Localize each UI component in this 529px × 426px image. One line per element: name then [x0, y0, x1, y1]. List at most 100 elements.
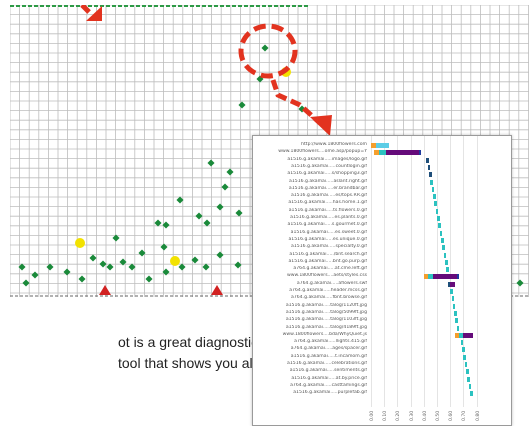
- waterfall-tick-label: 0.60: [449, 410, 455, 421]
- waterfall-bar-segment: [427, 274, 434, 280]
- caption-text: ot is a great diagnostic tool that shows…: [118, 332, 258, 374]
- waterfall-row: a764.g.akamai.....at.cme.left.gif: [253, 266, 509, 273]
- waterfall-bar-segment: [418, 150, 421, 156]
- waterfall-url-label: a1516.g.akamai.....talog/1120ft.jpg: [285, 302, 367, 308]
- waterfall-url-label: a1516.g.akamai.....countlogin.gif: [291, 163, 367, 169]
- green-marker: [99, 260, 107, 268]
- waterfall-url-label: a764.g.akamai.....header.mcss.gif: [289, 288, 367, 293]
- waterfall-url-label: http://www.1800flowers.com: [301, 142, 367, 147]
- waterfall-bar-segment: [433, 274, 457, 280]
- waterfall-url-label: a1516.g.akamai.....specialty.0.gif: [291, 244, 367, 250]
- caption-line-1: ot is a great diagnostic: [118, 334, 259, 350]
- waterfall-url-label: a1516.g.akamai.....celebrations.gif: [287, 361, 367, 366]
- waterfall-bar-segment: [373, 150, 379, 156]
- caption-line-2: tool that shows you all: [118, 355, 256, 371]
- green-marker: [106, 263, 114, 271]
- waterfall-gridline: [397, 136, 399, 407]
- waterfall-gridline: [410, 136, 412, 407]
- waterfall-bar-segment: [429, 172, 432, 178]
- waterfall-bar-segment: [431, 186, 435, 192]
- waterfall-row: www.1800flowers....ome.asp/popup=Y: [253, 149, 509, 156]
- waterfall-url-label: a764.g.akamai.....fbnt.browse.gif: [291, 295, 367, 301]
- waterfall-bar-segment: [435, 208, 439, 214]
- waterfall-url-label: a1516.g.akamai.....bnt.go.purp.gif: [288, 258, 367, 264]
- red-warning-marker: [99, 285, 111, 295]
- waterfall-bar-segment: [376, 143, 390, 148]
- waterfall-gridline: [437, 136, 438, 407]
- waterfall-row: a1516.g.akamai...../bnt.search.gif: [253, 252, 509, 258]
- waterfall-row: a764.g.akamai.....aflowers.swf: [253, 281, 509, 287]
- waterfall-bar-segment: [467, 376, 470, 382]
- green-marker: [18, 263, 26, 271]
- waterfall-bar-segment: [452, 303, 456, 309]
- waterfall-bar-segment: [440, 237, 444, 243]
- waterfall-bar-segment: [450, 289, 453, 294]
- waterfall-url-label: www.1800flowers....aets/styles.css: [287, 273, 367, 279]
- green-marker: [221, 183, 229, 191]
- waterfall-url-label: a1516.g.akamai.....es.plants.0.gif: [290, 215, 367, 220]
- waterfall-row: a1516.g.akamai.....ts.flowers.0.gif: [253, 208, 509, 214]
- waterfall-row: a1516.g.akamai.....es.sweet.0.gif: [253, 230, 509, 236]
- waterfall-url-label: a1516.g.akamai.....es/tops.RR.gif: [290, 193, 367, 199]
- green-marker: [162, 221, 170, 229]
- waterfall-url-label: a1516.g.akamai.....has.home.1.gif: [288, 200, 367, 206]
- green-marker: [234, 261, 242, 269]
- green-marker: [162, 268, 170, 276]
- waterfall-bar-segment: [455, 318, 459, 324]
- green-marker: [216, 203, 224, 211]
- green-marker: [238, 101, 246, 109]
- waterfall-bar-segment: [447, 281, 451, 287]
- green-marker: [226, 168, 234, 176]
- waterfall-bar-segment: [378, 150, 386, 156]
- waterfall-bar-segment: [371, 143, 377, 148]
- waterfall-row: a764.g.akamai.....casttamings.gif: [253, 383, 509, 389]
- waterfall-url-label: www.1800flowers....ome.asp/popup=Y: [278, 149, 367, 155]
- green-marker: [31, 271, 39, 279]
- waterfall-bar-segment: [466, 369, 469, 375]
- waterfall-gridline: [384, 136, 386, 407]
- annotation-arrow-topleft-head: [86, 6, 102, 21]
- waterfall-row: a1516.g.akamai.....celebrations.gif: [253, 361, 509, 367]
- waterfall-bar-segment: [454, 310, 457, 316]
- waterfall-row: a1516.g.akamai.....er.brandbar.gif: [253, 186, 509, 192]
- waterfall-row: a1516.g.akamai.....talog/1120ft.jpg: [253, 303, 509, 309]
- waterfall-row: a1516.g.akamai.....countlogin.gif: [253, 164, 509, 170]
- waterfall-bar-segment: [439, 230, 443, 236]
- green-marker: [46, 263, 54, 271]
- green-marker: [216, 251, 224, 259]
- waterfall-bar-segment: [463, 354, 467, 360]
- waterfall-url-label: a1516.g.akamai.....es.unique.0.gif: [288, 236, 367, 242]
- waterfall-row: a1516.g.akamai.....s/shopping3.gif: [253, 171, 509, 178]
- green-marker: [22, 279, 30, 287]
- waterfall-bar-segment: [451, 296, 455, 302]
- waterfall-url-label: a1516.g.akamai.....images/logo.gif: [287, 156, 367, 162]
- waterfall-row: a1516.g.akamai.....at.by.price.gif: [253, 376, 509, 382]
- waterfall-url-label: a1516.g.akamai.....talog/5099ft.jpg: [285, 309, 367, 315]
- waterfall-url-label: a764.g.akamai.....at.cme.left.gif: [293, 266, 367, 272]
- waterfall-bar-segment: [443, 252, 447, 258]
- waterfall-row: a1516.g.akamai.....sentiments.gif: [253, 368, 509, 375]
- waterfall-url-label: a764.g.akamai.....casttamings.gif: [290, 382, 367, 388]
- waterfall-bar-segment: [438, 223, 441, 229]
- green-marker: [63, 268, 71, 276]
- waterfall-url-label: a1516.g.akamai.....purplefab.gif: [293, 390, 367, 396]
- waterfall-bar-segment: [433, 194, 436, 200]
- waterfall-url-label: a1516.g.akamai.....talog/4189ft.jpg: [285, 324, 367, 330]
- green-marker: [235, 209, 243, 217]
- waterfall-bar-segment: [446, 267, 449, 273]
- waterfall-row: a1516.g.akamai.....talog/1103ft.jpg: [253, 317, 509, 324]
- waterfall-row: a1516.g.akamai.....es.unique.0.gif: [253, 237, 509, 243]
- waterfall-row: a1516.g.akamai.....aslant.right.gif: [253, 179, 509, 185]
- waterfall-row: a764.g.akamai.....fbnt.browse.gif: [253, 295, 509, 302]
- waterfall-url-label: www.1800flowers....bda/WhyQuiet.js: [282, 331, 367, 337]
- yellow-marker: [75, 238, 85, 248]
- green-marker: [203, 219, 211, 227]
- waterfall-bar-segment: [426, 157, 430, 163]
- waterfall-url-label: a1516.g.akamai.....aslant.right.gif: [289, 178, 367, 184]
- waterfall-row: http://www.1800flowers.com: [253, 142, 509, 148]
- waterfall-chart: http://www.1800flowers.com www.1800flower…: [252, 135, 512, 426]
- waterfall-bar-segment: [442, 245, 445, 251]
- green-marker: [119, 258, 127, 266]
- waterfall-tick-label: 0.80: [475, 410, 481, 421]
- green-marker: [207, 159, 215, 167]
